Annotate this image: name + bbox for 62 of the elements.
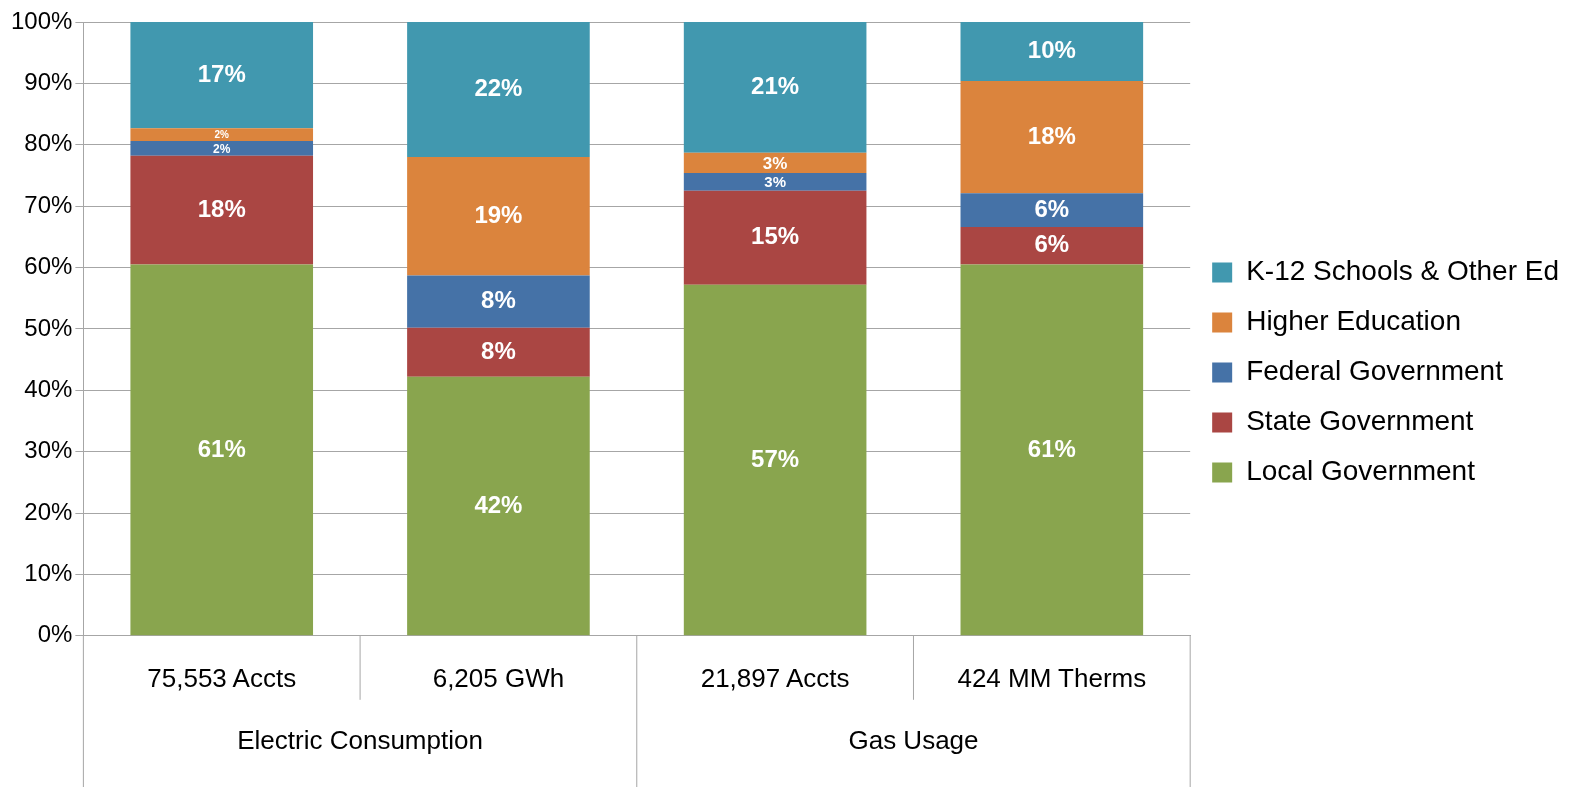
bar [130, 155, 314, 265]
data-label: 18% [1027, 121, 1076, 149]
bar [683, 284, 867, 636]
y-tick-label: 10% [24, 559, 73, 587]
y-tick-label: 50% [24, 313, 73, 341]
bar [960, 80, 1144, 194]
bar [683, 190, 867, 285]
legend-label: Local Government [1246, 455, 1476, 487]
bar [407, 275, 590, 328]
x-tick-label: 75,553 Accts [147, 662, 297, 693]
data-label: 6% [1034, 194, 1070, 222]
legend-label: Higher Education [1246, 305, 1461, 337]
data-label: 17% [197, 59, 246, 87]
legend-label: K-12 Schools & Other Ed [1246, 255, 1559, 287]
y-tick-label: 0% [37, 620, 73, 648]
x-tick-label: 6,205 GWh [432, 662, 565, 693]
bar [960, 227, 1144, 265]
bar [130, 128, 314, 142]
data-label: 2% [214, 129, 230, 141]
data-label: 2% [213, 141, 231, 156]
data-label: 8% [481, 286, 516, 314]
y-tick-label: 60% [24, 252, 73, 280]
y-tick-label: 40% [24, 374, 73, 402]
bar [683, 152, 867, 173]
bar [130, 22, 314, 129]
data-label: 57% [751, 444, 800, 472]
bar [407, 376, 590, 636]
y-tick-label: 100% [10, 6, 73, 34]
data-label: 8% [481, 336, 516, 364]
text: Gas Usage [848, 724, 979, 755]
data-label: 6% [1034, 230, 1070, 258]
legend-label: State Government [1246, 405, 1474, 437]
bar [407, 327, 590, 377]
data-label: 42% [474, 490, 523, 518]
data-label: 21% [751, 71, 800, 99]
bar [960, 193, 1144, 228]
data-label: 3% [762, 153, 788, 173]
data-label: 61% [197, 434, 246, 462]
data-label: 3% [764, 173, 786, 191]
data-label: 15% [751, 222, 800, 250]
x-tick-label: 424 MM Therms [957, 662, 1147, 693]
bar [130, 264, 314, 636]
y-tick-label: 20% [24, 497, 73, 525]
y-tick-label: 90% [24, 68, 73, 95]
bar [960, 22, 1144, 81]
y-tick-label: 70% [24, 190, 73, 218]
bar [130, 141, 314, 156]
legend-label: Federal Government [1246, 355, 1504, 387]
y-tick-label: 30% [24, 436, 73, 464]
bar [960, 264, 1144, 636]
data-label: 22% [474, 74, 523, 102]
text: Electric Consumption [237, 724, 483, 755]
data-label: 10% [1027, 36, 1076, 64]
bar [407, 22, 590, 158]
y-tick-label: 80% [24, 129, 73, 157]
bar [683, 22, 867, 153]
data-label: 61% [1027, 434, 1076, 462]
data-label: 18% [197, 194, 246, 222]
data-label: 19% [474, 200, 523, 228]
x-tick-label: 21,897 Accts [700, 662, 850, 693]
bar [683, 173, 867, 191]
bar [407, 157, 590, 276]
